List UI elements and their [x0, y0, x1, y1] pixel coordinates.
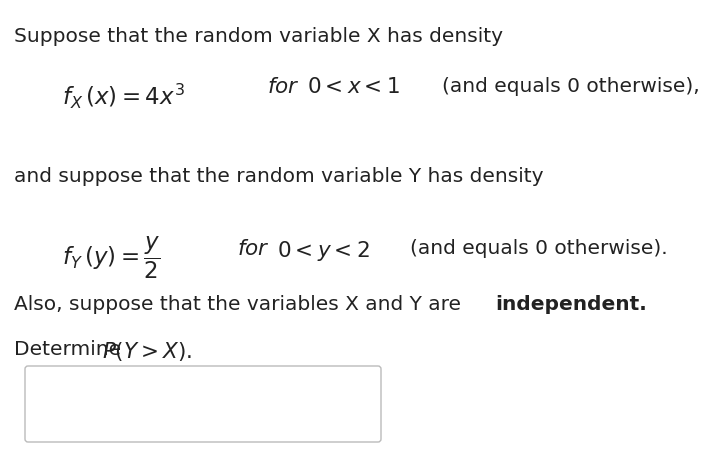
Text: $\mathit{f}_X\,(\mathit{x}) = 4\mathit{x}^3$: $\mathit{f}_X\,(\mathit{x}) = 4\mathit{x…	[62, 82, 185, 111]
Text: $\mathit{for}$: $\mathit{for}$	[267, 77, 300, 97]
Text: and suppose that the random variable Y has density: and suppose that the random variable Y h…	[14, 167, 544, 186]
Text: $0 < \mathit{y} < 2$: $0 < \mathit{y} < 2$	[277, 239, 370, 263]
Text: $0 < \mathit{x} < 1$: $0 < \mathit{x} < 1$	[307, 77, 400, 97]
Text: (and equals 0 otherwise),: (and equals 0 otherwise),	[442, 77, 700, 96]
Text: $P(Y > X).$: $P(Y > X).$	[102, 340, 193, 363]
Text: Determine: Determine	[14, 340, 127, 359]
Text: Suppose that the random variable X has density: Suppose that the random variable X has d…	[14, 27, 503, 46]
FancyBboxPatch shape	[25, 366, 381, 442]
Text: (and equals 0 otherwise).: (and equals 0 otherwise).	[410, 239, 668, 258]
Text: $\mathit{for}$: $\mathit{for}$	[237, 239, 270, 259]
Text: Also, suppose that the variables X and Y are: Also, suppose that the variables X and Y…	[14, 295, 467, 314]
Text: $\mathit{f}_Y\,(\mathit{y}) = \dfrac{\mathit{y}}{2}$: $\mathit{f}_Y\,(\mathit{y}) = \dfrac{\ma…	[62, 235, 160, 281]
Text: independent.: independent.	[495, 295, 647, 314]
